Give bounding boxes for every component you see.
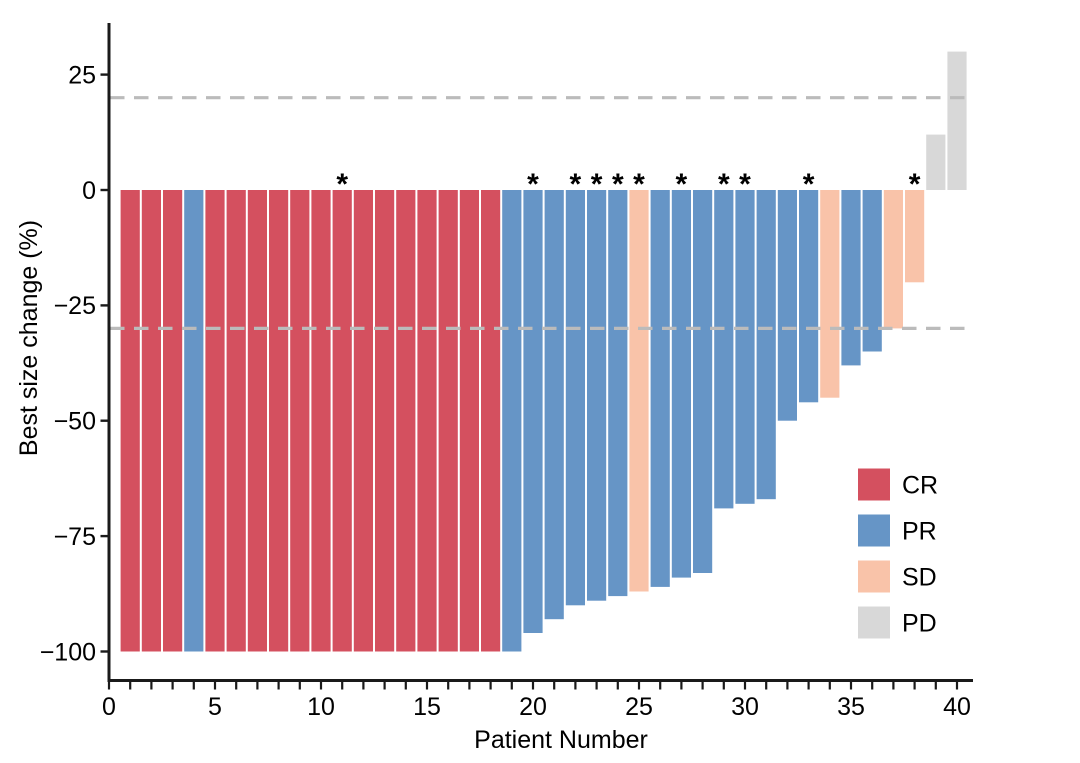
bar-patient-3-cr [163, 190, 183, 652]
asterisk-patient-22: * [570, 168, 582, 201]
asterisk-patient-33: * [803, 168, 815, 201]
bar-patient-37-sd [883, 190, 903, 329]
y-axis: 25 0 −25 −50 −75 −100 [40, 23, 111, 682]
x-tick-label-40: 40 [943, 693, 971, 721]
bar-patient-28-pr [693, 190, 713, 573]
asterisk-patient-23: * [591, 168, 603, 201]
bar-patient-40-pd [947, 51, 967, 190]
asterisk-patient-38: * [909, 168, 921, 201]
bar-patient-16-cr [438, 190, 458, 652]
x-tick-label-35: 35 [837, 693, 865, 721]
y-tick-label--100: −100 [40, 638, 96, 666]
x-axis: 0 5 10 15 20 25 30 35 40 [102, 679, 973, 721]
asterisk-patient-30: * [739, 168, 751, 201]
bar-patient-19-pr [502, 190, 522, 652]
bar-patient-21-pr [544, 190, 564, 620]
bar-patient-25-sd [629, 190, 649, 592]
legend-swatch-pd [858, 606, 890, 639]
bar-patient-8-cr [269, 190, 289, 652]
asterisk-patient-25: * [633, 168, 645, 201]
legend: CR PR SD PD [858, 468, 938, 639]
bar-patient-17-cr [459, 190, 479, 652]
asterisk-patient-24: * [612, 168, 624, 201]
bar-patient-27-pr [671, 190, 691, 578]
legend-label-cr: CR [902, 471, 938, 499]
asterisk-patient-29: * [718, 168, 730, 201]
bar-patient-4-pr [184, 190, 204, 652]
bar-patient-33-pr [799, 190, 819, 403]
x-tick-label-5: 5 [208, 693, 222, 721]
x-tick-label-0: 0 [102, 693, 116, 721]
bar-patient-30-pr [735, 190, 755, 504]
bar-patient-2-cr [141, 190, 161, 652]
x-tick-label-20: 20 [519, 693, 547, 721]
bar-patient-18-cr [481, 190, 501, 652]
bar-patient-24-pr [608, 190, 628, 597]
bar-patient-9-cr [290, 190, 310, 652]
bar-patient-29-pr [714, 190, 734, 509]
bar-patient-10-cr [311, 190, 331, 652]
bar-patient-1-cr [120, 190, 140, 652]
legend-swatch-sd [858, 560, 890, 593]
legend-label-sd: SD [902, 563, 937, 591]
bar-patient-14-cr [396, 190, 416, 652]
bar-patient-31-pr [756, 190, 776, 500]
y-tick-label-0: 0 [82, 177, 96, 205]
x-axis-title: Patient Number [474, 726, 648, 754]
y-tick-label--25: −25 [54, 292, 96, 320]
bar-patient-6-cr [226, 190, 246, 652]
asterisk-patient-11: * [336, 168, 348, 201]
x-tick-label-25: 25 [625, 693, 653, 721]
bar-patient-34-sd [820, 190, 840, 398]
bar-patient-13-cr [375, 190, 395, 652]
legend-label-pr: PR [902, 517, 937, 545]
legend-swatch-cr [858, 468, 890, 501]
asterisk-patient-27: * [676, 168, 688, 201]
bar-patient-11-cr [332, 190, 352, 652]
x-tick-label-30: 30 [731, 693, 759, 721]
bar-patient-20-pr [523, 190, 543, 633]
y-axis-title: Best size change (%) [15, 220, 43, 456]
x-tick-label-10: 10 [307, 693, 335, 721]
bar-patient-39-pd [926, 134, 946, 190]
bars-group [120, 51, 967, 652]
bar-patient-12-cr [353, 190, 373, 652]
legend-swatch-pr [858, 514, 890, 547]
y-tick-label--75: −75 [54, 523, 96, 551]
asterisk-markers: * * * * * * * * * * * [336, 168, 920, 201]
bar-patient-5-cr [205, 190, 225, 652]
y-tick-label-25: 25 [68, 61, 96, 89]
asterisk-patient-20: * [527, 168, 539, 201]
bar-patient-35-pr [841, 190, 861, 366]
bar-patient-26-pr [650, 190, 670, 587]
bar-patient-23-pr [587, 190, 607, 601]
bar-patient-32-pr [777, 190, 797, 421]
legend-label-pd: PD [902, 609, 937, 637]
bar-patient-36-pr [862, 190, 882, 352]
bar-patient-38-sd [905, 190, 925, 283]
bar-patient-22-pr [565, 190, 585, 606]
x-tick-label-15: 15 [413, 693, 441, 721]
bar-patient-15-cr [417, 190, 437, 652]
y-tick-label--50: −50 [54, 408, 96, 436]
bar-patient-7-cr [247, 190, 267, 652]
